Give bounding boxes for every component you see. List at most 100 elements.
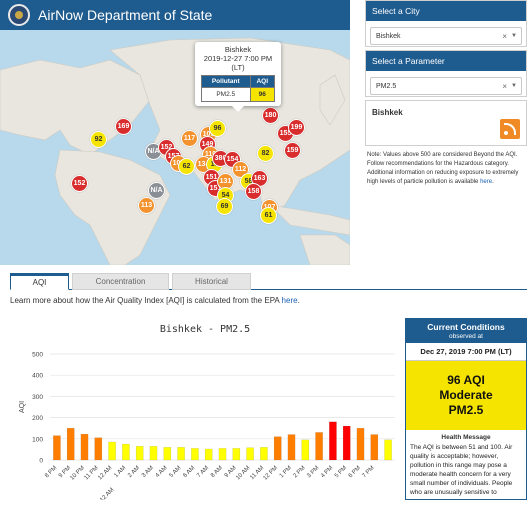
x-tick-label: 5 AM xyxy=(169,465,183,479)
tab-bar: AQI Concentration Historical xyxy=(10,273,527,290)
tab-historical[interactable]: Historical xyxy=(172,273,251,290)
x-tick-label: 5 PM xyxy=(334,465,348,479)
current-aqi-pollutant: PM2.5 xyxy=(448,403,484,417)
chart-bar xyxy=(94,437,103,461)
current-conditions-subtitle: observed at xyxy=(449,333,483,340)
x-tick-label: 8 AM xyxy=(210,465,224,479)
map-marker[interactable]: 199 xyxy=(288,119,305,136)
popup-city: Bishkek xyxy=(224,45,252,54)
current-conditions: Current Conditions observed at Dec 27, 2… xyxy=(405,318,527,500)
clear-icon[interactable]: × xyxy=(502,81,507,91)
app-title: AirNow Department of State xyxy=(38,7,213,23)
app-header: AirNow Department of State xyxy=(0,0,350,30)
city-name: Bishkek xyxy=(372,108,403,117)
x-tick-label: 2 AM xyxy=(127,465,141,479)
parameter-select[interactable]: PM2.5 × ▼ xyxy=(370,77,522,95)
city-select-panel: Select a City Bishkek × ▼ xyxy=(365,0,527,47)
map-marker[interactable]: 82 xyxy=(257,145,274,162)
chart-bar xyxy=(80,433,89,461)
map-marker[interactable]: 169 xyxy=(115,118,132,135)
learn-more: Learn more about how the Air Quality Ind… xyxy=(10,296,300,305)
x-tick-label: 11 PM xyxy=(84,465,100,481)
chart-bar xyxy=(66,428,75,461)
map-marker[interactable]: 159 xyxy=(284,142,301,159)
map-marker[interactable]: N/A xyxy=(148,182,165,199)
current-conditions-header: Current Conditions observed at xyxy=(406,319,526,343)
chevron-down-icon[interactable]: ▼ xyxy=(511,33,517,39)
map-marker[interactable]: 158 xyxy=(245,183,262,200)
current-aqi-value: 96 AQI xyxy=(447,373,485,387)
y-tick-label: 400 xyxy=(32,373,43,380)
map-marker[interactable]: 163 xyxy=(251,170,268,187)
x-tick-label-date: 7, 2019 12 AM xyxy=(84,487,116,500)
city-select[interactable]: Bishkek × ▼ xyxy=(370,27,522,45)
x-tick-label: 4 AM xyxy=(155,465,169,479)
popup-col-pollutant: Pollutant xyxy=(201,75,251,88)
chart-bar xyxy=(135,446,144,461)
x-tick-label: 10 PM xyxy=(69,465,86,482)
learn-link[interactable]: here xyxy=(281,296,298,305)
chart-bar xyxy=(232,448,241,461)
chart-title: Bishkek - PM2.5 xyxy=(160,324,250,335)
parameter-select-panel: Select a Parameter PM2.5 × ▼ xyxy=(365,50,527,97)
city-select-value: Bishkek xyxy=(376,32,401,40)
map-popup: Bishkek 2019-12-27 7:00 PM (LT) Pollutan… xyxy=(195,42,281,112)
map[interactable]: 169 92 N/A 152 157 108 117 105 96 149 11… xyxy=(0,30,350,265)
chart-bar xyxy=(370,434,379,461)
x-tick-label: 12 AM xyxy=(97,465,113,481)
aqi-note: Note: Values above 500 are considered Be… xyxy=(367,151,529,187)
learn-text: Learn more about how the Air Quality Ind… xyxy=(10,296,282,305)
x-tick-label: 7 PM xyxy=(362,465,376,479)
y-tick-label: 100 xyxy=(32,436,43,443)
map-marker[interactable]: 117 xyxy=(181,130,198,147)
tab-concentration[interactable]: Concentration xyxy=(72,273,169,290)
map-marker[interactable]: 61 xyxy=(260,207,277,224)
x-tick-label: 8 PM xyxy=(44,465,58,479)
map-marker[interactable]: 152 xyxy=(71,175,88,192)
chart-bar xyxy=(260,447,268,461)
note-end: . xyxy=(492,179,494,185)
aqi-chart: Bishkek - PM2.5 0 100 200 300 400 500 AQI 8 PM 9 … xyxy=(10,318,402,505)
chart-bar xyxy=(218,448,227,461)
map-marker[interactable]: 92 xyxy=(90,131,107,148)
learn-end: . xyxy=(297,296,300,305)
map-marker[interactable]: N/A xyxy=(145,143,162,160)
chart-bar xyxy=(273,436,282,461)
x-tick-label: 3 AM xyxy=(141,465,155,479)
health-message: The AQI is between 51 and 100. Air quali… xyxy=(410,444,513,496)
chart-bar xyxy=(342,425,351,461)
clear-icon[interactable]: × xyxy=(502,31,507,41)
note-link[interactable]: here xyxy=(480,179,493,185)
x-tick-label: 6 AM xyxy=(182,465,196,479)
chart-bar xyxy=(384,439,392,461)
chart-bar xyxy=(163,447,172,461)
map-marker[interactable]: 180 xyxy=(262,107,279,124)
health-message-title: Health Message xyxy=(441,434,491,441)
y-tick-label: 200 xyxy=(32,415,43,422)
rss-icon[interactable] xyxy=(500,119,520,139)
chart-bar xyxy=(204,448,213,461)
y-axis-label: AQI xyxy=(19,401,26,413)
chart-bar xyxy=(246,447,254,461)
chart-bar xyxy=(53,435,61,461)
chart-bar xyxy=(356,428,365,461)
city-info-box: Bishkek xyxy=(365,100,527,146)
popup-aqi: 96 xyxy=(249,87,275,102)
tab-aqi[interactable]: AQI xyxy=(10,273,69,290)
map-marker[interactable]: 113 xyxy=(138,197,155,214)
y-tick-label: 0 xyxy=(39,458,43,465)
chart-bar xyxy=(191,448,199,461)
x-tick-label: 12 PM xyxy=(263,465,280,482)
y-tick-label: 300 xyxy=(32,394,43,401)
map-marker[interactable]: 96 xyxy=(209,120,226,137)
department-seal-icon xyxy=(8,4,30,26)
current-conditions-title: Current Conditions xyxy=(427,322,505,332)
map-marker[interactable]: 69 xyxy=(216,198,233,215)
parameter-select-title: Select a Parameter xyxy=(366,51,526,71)
map-marker[interactable]: 62 xyxy=(178,158,195,175)
popup-table: Pollutant AQI PM2.5 96 xyxy=(201,75,275,102)
chevron-down-icon[interactable]: ▼ xyxy=(511,83,517,89)
popup-datetime: 2019-12-27 7:00 PM (LT) xyxy=(203,54,273,72)
x-tick-label: 4 PM xyxy=(320,465,334,479)
